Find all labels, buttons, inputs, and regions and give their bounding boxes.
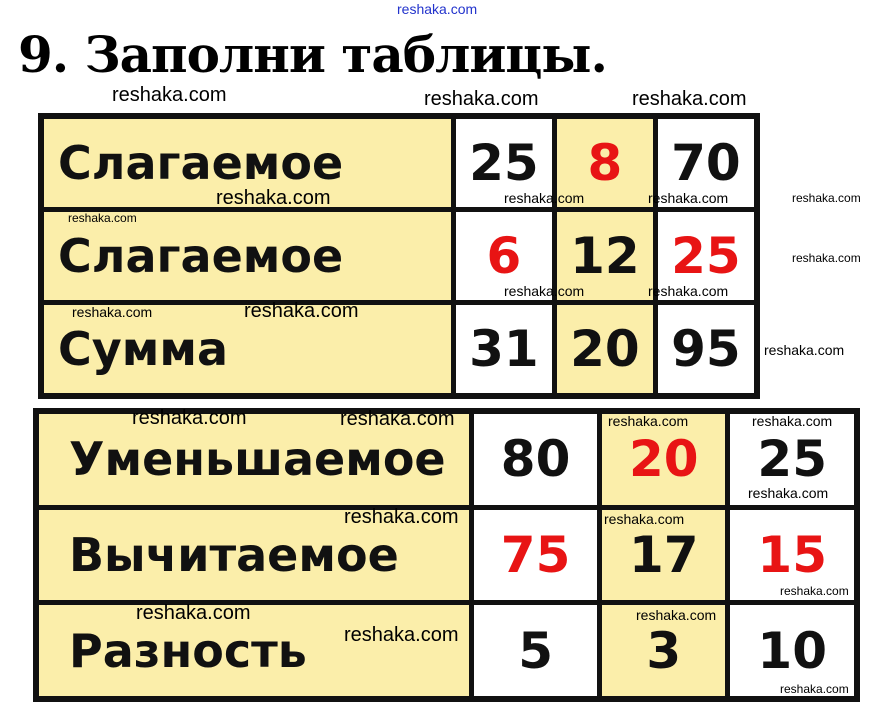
watermark: reshaka.com: [112, 84, 227, 106]
row-label: Уменьшаемое: [33, 408, 474, 510]
watermark: reshaka.com: [504, 283, 585, 299]
table-row: Уменьшаемое 80 20 25: [33, 408, 860, 510]
table-row: Вычитаемое 75 17 15: [33, 504, 860, 606]
cell: 25: [725, 408, 860, 510]
watermark: reshaka.com: [604, 511, 685, 527]
subtraction-table: Уменьшаемое 80 20 25 Вычитаемое 75 17 15…: [33, 408, 860, 702]
watermark: reshaka.com: [648, 283, 729, 299]
cell: 12: [551, 207, 658, 305]
cell: 95: [652, 299, 760, 399]
watermark: reshaka.com: [792, 191, 861, 205]
row-label: Сумма: [38, 299, 456, 399]
watermark: reshaka.com: [424, 88, 539, 110]
answer-cell: 25: [652, 207, 760, 305]
watermark: reshaka.com: [632, 88, 747, 110]
watermark: reshaka.com: [764, 342, 845, 358]
answer-cell: 20: [597, 408, 731, 510]
watermark: reshaka.com: [792, 251, 861, 265]
watermark: reshaka.com: [748, 485, 829, 501]
watermark: reshaka.com: [780, 584, 849, 598]
watermark: reshaka.com: [648, 190, 729, 206]
table-row: Сумма 31 20 95: [38, 299, 760, 399]
watermark: reshaka.com: [244, 300, 359, 322]
cell: 70: [652, 113, 760, 213]
row-label: Вычитаемое: [33, 504, 474, 606]
table-row: Слагаемое 25 8 70: [38, 113, 760, 213]
answer-cell: 75: [468, 504, 603, 606]
table-row: Разность 5 3 10: [33, 600, 860, 702]
watermark: reshaka.com: [752, 413, 833, 429]
cell: 31: [450, 299, 557, 399]
watermark: reshaka.com: [136, 602, 251, 624]
addition-table: Слагаемое 25 8 70 Слагаемое 6 12 25 Сумм…: [38, 113, 760, 399]
answer-cell: 6: [450, 207, 557, 305]
cell: 25: [450, 113, 557, 213]
cell: 10: [725, 600, 860, 702]
watermark: reshaka.com: [780, 682, 849, 696]
watermark: reshaka.com: [636, 607, 717, 623]
table-row: Слагаемое 6 12 25: [38, 207, 760, 305]
cell: 3: [597, 600, 731, 702]
watermark: reshaka.com: [504, 190, 585, 206]
row-label: Слагаемое: [38, 113, 456, 213]
watermark: reshaka.com: [344, 624, 459, 646]
watermark: reshaka.com: [72, 304, 153, 320]
answer-cell: 8: [551, 113, 658, 213]
row-label: Разность: [33, 600, 474, 702]
watermark: reshaka.com: [68, 211, 137, 225]
watermark: reshaka.com: [344, 506, 459, 528]
cell: 80: [468, 408, 603, 510]
row-label: Слагаемое: [38, 207, 456, 305]
watermark: reshaka.com: [340, 408, 455, 430]
page-title: 9. Заполни таблицы.: [18, 25, 608, 84]
watermark: reshaka.com: [132, 407, 247, 429]
answer-cell: 15: [725, 504, 860, 606]
cell: 20: [551, 299, 658, 399]
cell: 17: [597, 504, 731, 606]
watermark-top: reshaka.com: [397, 1, 478, 17]
watermark: reshaka.com: [216, 187, 331, 209]
cell: 5: [468, 600, 603, 702]
watermark: reshaka.com: [608, 413, 689, 429]
